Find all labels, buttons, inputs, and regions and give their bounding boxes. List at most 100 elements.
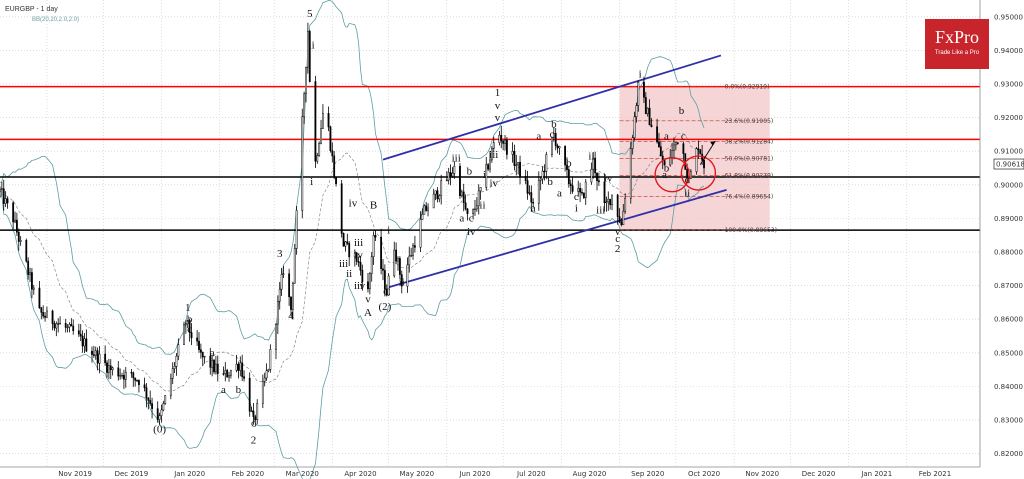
y-tick-label: 0.91000: [994, 148, 1023, 156]
candle-body: [162, 403, 165, 411]
wave-label: 2: [615, 243, 621, 255]
candle-body: [239, 362, 242, 371]
candle-body: [526, 180, 529, 194]
candle-body: [327, 113, 330, 128]
candle-body: [46, 310, 48, 318]
candle-body: [459, 165, 461, 197]
candle-body: [31, 272, 33, 290]
candle-body: [83, 338, 86, 347]
candle-body: [408, 255, 411, 266]
wave-label: iv: [604, 172, 613, 184]
candle-body: [314, 81, 317, 162]
indicator-label: BB(20,20,2.0,2.0): [32, 17, 79, 23]
candle-body: [98, 353, 101, 364]
candle-body: [357, 261, 360, 263]
candle-body: [676, 142, 679, 144]
candle-body: [475, 205, 478, 210]
candle-body: [368, 273, 371, 290]
candle-body: [530, 192, 533, 203]
candle-body: [27, 260, 30, 275]
wave-label: 3: [277, 248, 283, 260]
candle-body: [517, 162, 520, 166]
candle-body: [184, 323, 187, 325]
wave-label: c: [574, 191, 579, 203]
candle-body: [502, 140, 505, 144]
candle-body: [295, 210, 298, 249]
candle-body: [147, 397, 150, 401]
candle-body: [590, 168, 593, 183]
candle-body: [421, 214, 424, 220]
wave-label: a: [664, 130, 669, 142]
candle-body: [183, 324, 185, 345]
wave-label: b: [547, 176, 553, 188]
x-tick-label: Feb 2020: [232, 470, 264, 478]
candle-body: [261, 381, 264, 404]
y-tick-label: 0.90000: [994, 181, 1023, 189]
wave-label: a: [210, 347, 215, 359]
fib-label: 38.2%(0.91284): [725, 139, 774, 146]
candle-body: [293, 248, 296, 284]
wave-label: iv: [349, 198, 358, 210]
wave-label: i: [310, 176, 313, 188]
candle-body: [40, 307, 43, 313]
candle-body: [577, 187, 580, 192]
candle-body: [597, 180, 600, 183]
wave-label: iv: [467, 226, 476, 238]
candle-body: [42, 312, 45, 317]
candle-body: [682, 143, 685, 154]
x-tick-label: Jun 2020: [458, 470, 490, 478]
candle-body: [438, 195, 441, 200]
wave-label: ii: [346, 268, 352, 280]
x-tick-label: Jul 2020: [516, 470, 546, 478]
candle-body: [0, 188, 3, 190]
candle-body: [301, 116, 304, 211]
candle-body: [393, 249, 396, 277]
candle-body: [584, 181, 587, 198]
candle-body: [462, 191, 465, 204]
channel-upper: [382, 54, 722, 161]
candle-body: [38, 287, 41, 309]
candle-body: [579, 187, 582, 193]
candle-body: [209, 355, 212, 368]
wave-label: c: [187, 324, 192, 336]
candle-body: [342, 233, 345, 247]
candle-body: [425, 205, 428, 211]
candle-body: [673, 144, 675, 151]
candle-body: [511, 151, 514, 155]
fib-label: 100.0%(0.88653): [725, 227, 777, 234]
candle-body: [107, 365, 110, 373]
candle-body: [214, 363, 217, 373]
candle-body: [59, 322, 61, 325]
candle-body: [537, 180, 540, 204]
candle-body: [256, 403, 259, 421]
candle-body: [605, 201, 608, 203]
y-tick-label: 0.85000: [994, 349, 1023, 357]
wave-label: ii: [684, 188, 690, 200]
candle-body: [19, 240, 22, 242]
candle-body: [490, 148, 493, 161]
candle-body: [532, 201, 535, 204]
candle-body: [149, 400, 152, 404]
candle-body: [198, 340, 200, 350]
candle-body: [158, 415, 161, 420]
highlight-circles: [654, 140, 717, 193]
candle-body: [432, 193, 435, 209]
candle-body: [121, 375, 123, 377]
y-tick-label: 0.88000: [994, 248, 1023, 256]
candle-body: [445, 179, 448, 182]
candle-body: [419, 219, 422, 248]
x-tick-label: Oct 2020: [688, 470, 720, 478]
candle-body: [269, 349, 272, 370]
x-tick-label: Apr 2020: [344, 470, 376, 478]
candle-body: [650, 124, 653, 127]
candle-body: [2, 188, 5, 204]
candle-body: [278, 288, 281, 302]
candle-body: [515, 164, 518, 166]
candle-body: [489, 159, 491, 170]
x-tick-label: Jan 2020: [173, 470, 205, 478]
candle-body: [81, 335, 84, 347]
candle-body: [699, 149, 702, 155]
candle-body: [44, 315, 46, 318]
